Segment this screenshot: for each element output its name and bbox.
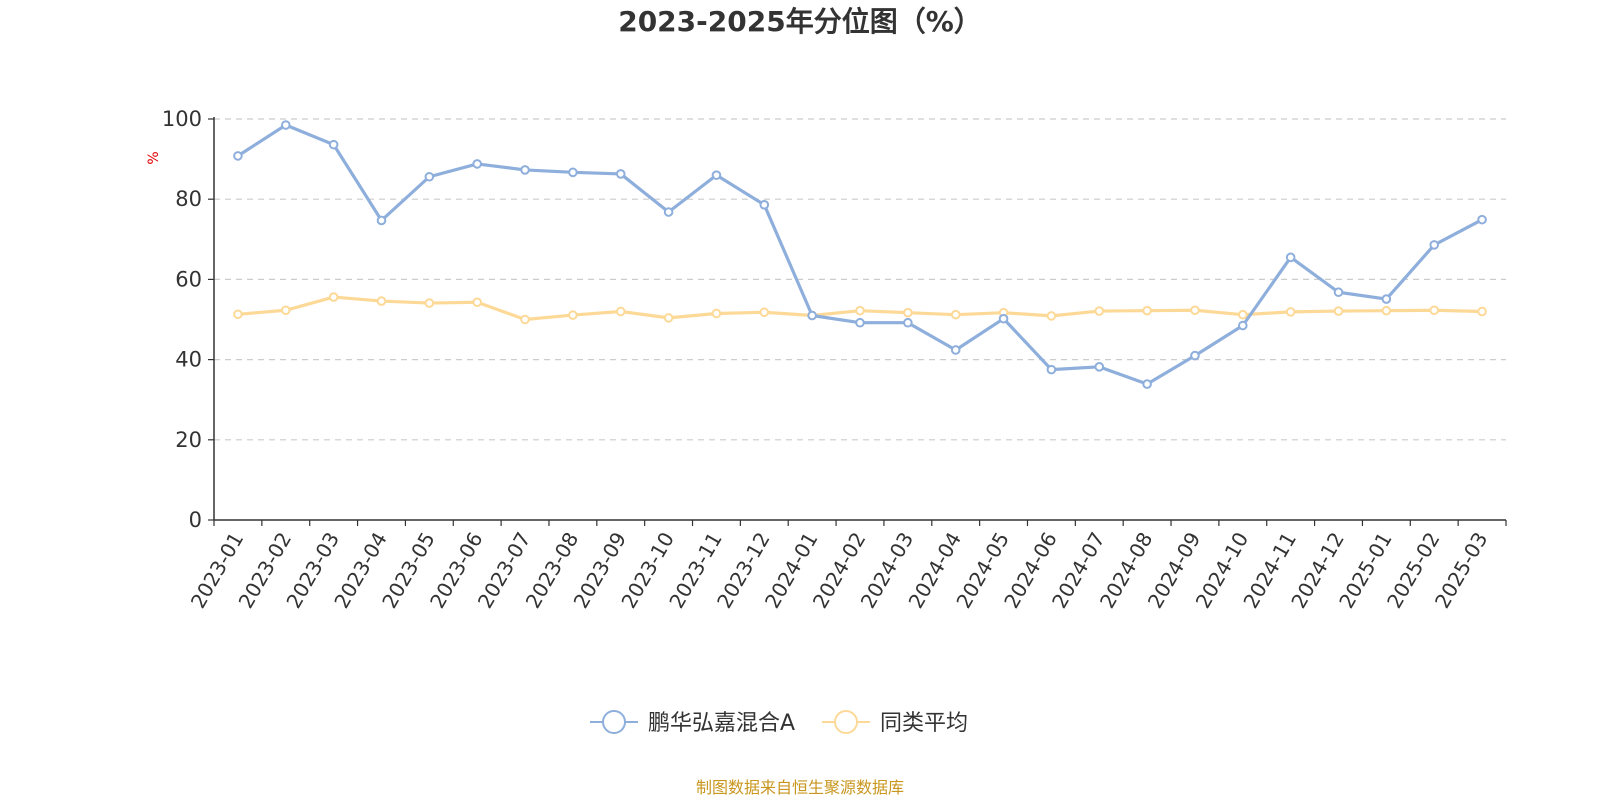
- data-point[interactable]: [568, 310, 578, 320]
- data-point[interactable]: [855, 305, 865, 316]
- axes: [213, 117, 1506, 521]
- data-point[interactable]: [615, 306, 626, 317]
- data-point[interactable]: [1429, 305, 1440, 316]
- data-point[interactable]: [807, 310, 817, 321]
- legend-item-0[interactable]: 鹏华弘嘉混合A: [590, 710, 795, 736]
- data-point[interactable]: [711, 170, 722, 180]
- data-point[interactable]: [1333, 306, 1344, 316]
- y-tick-label: 60: [175, 267, 202, 291]
- data-point[interactable]: [950, 309, 961, 320]
- series-1: [233, 292, 1487, 325]
- data-point[interactable]: [1285, 252, 1296, 263]
- data-point[interactable]: [424, 298, 435, 308]
- data-point[interactable]: [759, 307, 770, 318]
- y-tick-label: 0: [189, 508, 202, 532]
- data-point[interactable]: [472, 297, 482, 308]
- data-point[interactable]: [1285, 307, 1296, 317]
- data-source-note: 制图数据来自恒生聚源数据库: [695, 778, 904, 797]
- data-point[interactable]: [855, 317, 865, 328]
- data-point[interactable]: [1238, 320, 1248, 331]
- data-point[interactable]: [233, 151, 243, 161]
- legend-label: 鹏华弘嘉混合A: [648, 711, 795, 736]
- y-tick-label: 100: [162, 107, 202, 131]
- data-point[interactable]: [280, 305, 291, 316]
- data-point[interactable]: [903, 317, 913, 328]
- y-tick-label: 20: [175, 428, 202, 452]
- data-point[interactable]: [1046, 311, 1057, 321]
- data-point[interactable]: [950, 345, 961, 355]
- data-point[interactable]: [1381, 294, 1392, 304]
- data-point[interactable]: [472, 159, 482, 169]
- y-tick-label: 80: [175, 187, 202, 211]
- data-point[interactable]: [1142, 305, 1152, 316]
- y-axis-ticks: 0 20 40 60 80 100: [162, 107, 214, 532]
- data-point[interactable]: [280, 120, 291, 130]
- data-point[interactable]: [711, 308, 722, 319]
- data-point[interactable]: [424, 171, 435, 182]
- data-point[interactable]: [1477, 306, 1487, 317]
- series-0: [233, 120, 1487, 389]
- data-point[interactable]: [520, 314, 530, 325]
- data-point[interactable]: [1190, 305, 1200, 316]
- gridlines: [214, 118, 1506, 441]
- data-point[interactable]: [520, 165, 530, 175]
- x-axis-ticks: 2023-012023-022023-032023-042023-052023-…: [186, 520, 1507, 612]
- data-point[interactable]: [328, 139, 339, 150]
- data-point[interactable]: [759, 200, 770, 210]
- data-point[interactable]: [233, 309, 243, 320]
- legend-marker-icon: [834, 710, 858, 734]
- legend-item-1[interactable]: 同类平均: [822, 710, 968, 736]
- y-axis-label: %: [146, 151, 162, 164]
- chart-title: 2023-2025年分位图（%）: [618, 5, 982, 38]
- series-line: [236, 123, 1484, 386]
- data-point[interactable]: [1094, 306, 1105, 316]
- legend[interactable]: 鹏华弘嘉混合A 同类平均: [590, 710, 968, 736]
- data-point[interactable]: [615, 169, 626, 179]
- data-point[interactable]: [1094, 362, 1105, 372]
- data-point[interactable]: [328, 292, 339, 302]
- data-point[interactable]: [1381, 305, 1392, 316]
- data-point[interactable]: [1477, 214, 1487, 225]
- data-point[interactable]: [568, 167, 578, 178]
- legend-label: 同类平均: [880, 711, 968, 736]
- data-point[interactable]: [663, 313, 674, 323]
- data-point[interactable]: [1333, 287, 1344, 298]
- data-point[interactable]: [1190, 350, 1200, 361]
- data-point[interactable]: [376, 215, 387, 226]
- data-point[interactable]: [663, 207, 674, 217]
- data-point[interactable]: [1046, 364, 1057, 375]
- data-point[interactable]: [376, 296, 387, 306]
- y-tick-label: 40: [175, 348, 202, 372]
- data-point[interactable]: [903, 307, 913, 318]
- data-point[interactable]: [1238, 309, 1248, 320]
- data-point[interactable]: [998, 313, 1009, 324]
- data-point[interactable]: [1142, 379, 1152, 389]
- series-layer: [233, 120, 1487, 389]
- data-point[interactable]: [1429, 240, 1440, 250]
- legend-marker-icon: [602, 710, 626, 734]
